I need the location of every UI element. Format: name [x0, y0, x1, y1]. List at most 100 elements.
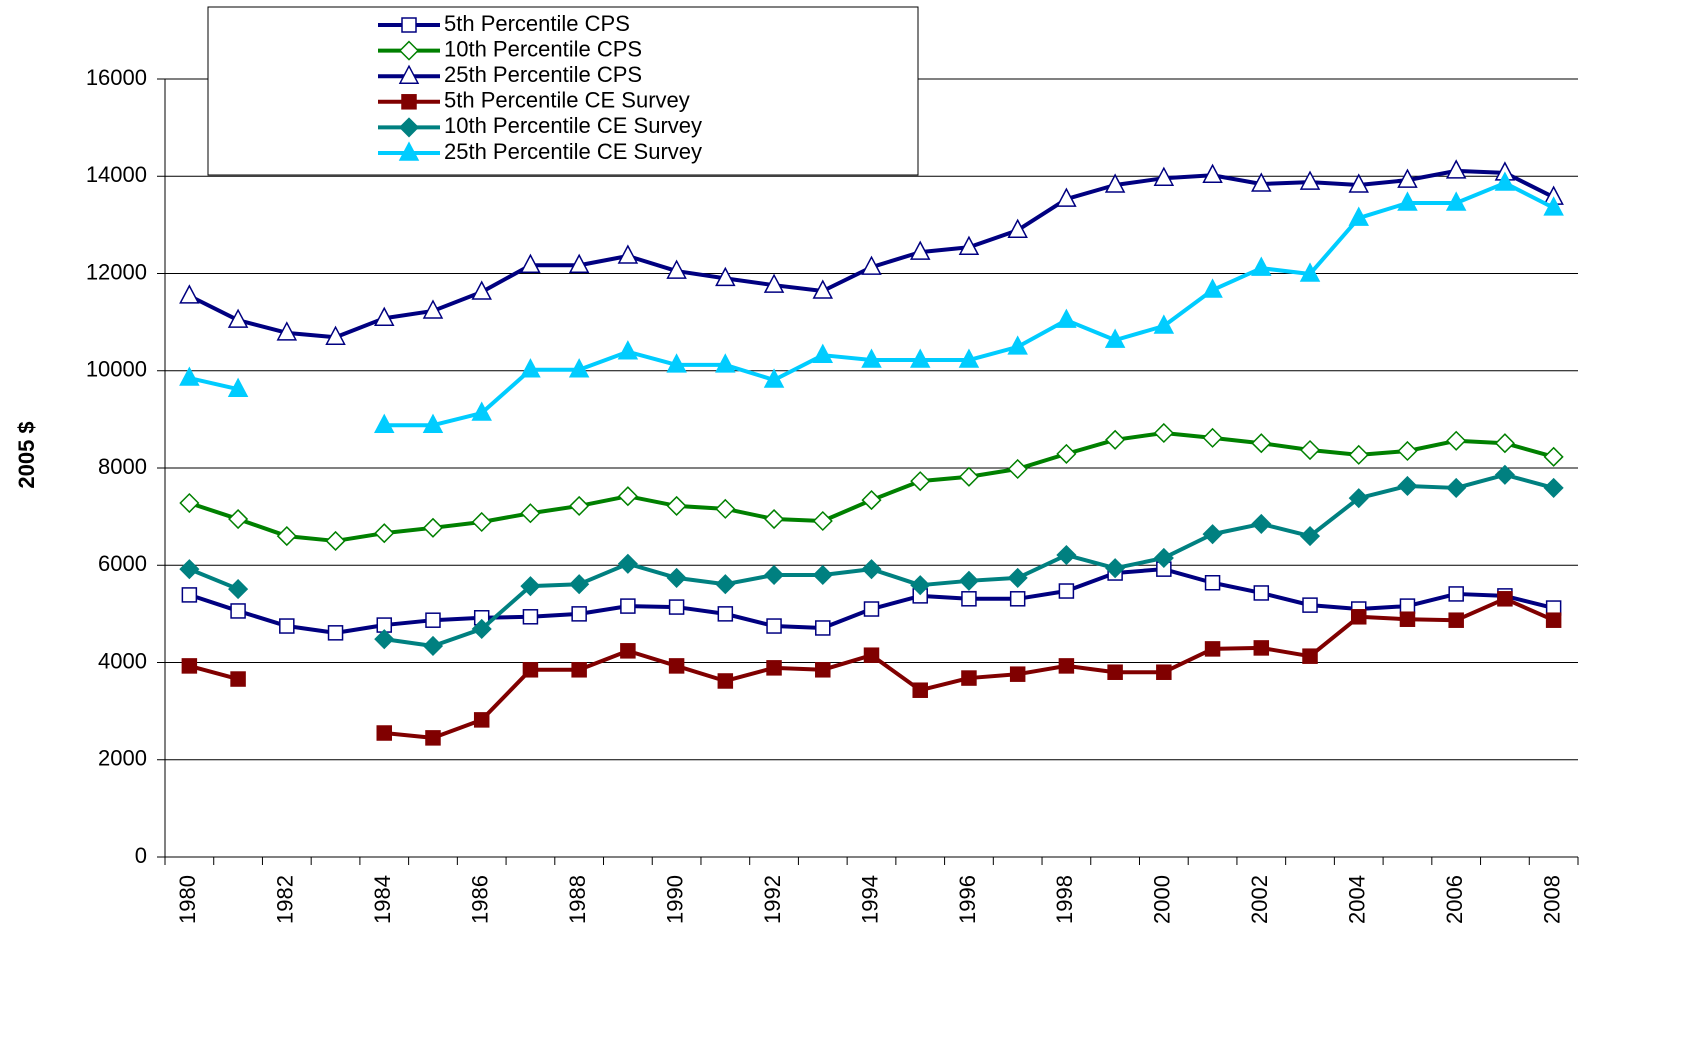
marker: [1204, 641, 1221, 657]
marker: [715, 574, 736, 595]
x-tick-label: 1990: [662, 875, 687, 924]
y-tick-label: 14000: [86, 162, 147, 187]
marker: [909, 348, 931, 368]
marker: [374, 413, 395, 433]
x-tick-label: 1988: [565, 875, 590, 924]
marker: [230, 671, 246, 687]
marker: [179, 559, 200, 580]
y-tick-label: 16000: [86, 65, 147, 90]
marker: [863, 647, 880, 663]
marker: [763, 273, 785, 293]
marker: [1397, 440, 1418, 462]
marker: [1007, 335, 1028, 355]
marker: [1494, 433, 1515, 454]
series-line: [188, 168, 1555, 340]
legend-label: 25th Percentile CE Survey: [444, 139, 702, 164]
legend-label: 5th Percentile CPS: [444, 11, 630, 36]
marker: [1497, 591, 1513, 607]
marker: [374, 629, 395, 650]
marker: [376, 725, 393, 741]
x-tick-label: 2006: [1442, 875, 1467, 924]
marker: [861, 490, 882, 511]
marker: [863, 601, 880, 617]
marker: [227, 377, 249, 397]
marker: [179, 284, 200, 304]
marker: [327, 625, 344, 641]
marker: [958, 466, 980, 487]
marker: [815, 620, 831, 636]
marker: [568, 253, 590, 273]
series-line: [188, 430, 1555, 543]
marker: [1448, 586, 1464, 602]
x-tick-label: 1992: [760, 875, 785, 924]
marker: [401, 17, 417, 33]
marker: [228, 508, 249, 530]
marker: [1299, 439, 1321, 461]
marker: [812, 564, 833, 586]
marker: [1104, 173, 1126, 193]
marker: [471, 618, 492, 640]
marker: [1348, 444, 1369, 465]
marker: [715, 498, 736, 519]
marker: [958, 570, 980, 591]
marker: [1397, 475, 1418, 497]
marker: [909, 240, 931, 260]
x-tick-label: 2002: [1247, 875, 1272, 924]
marker: [815, 662, 831, 678]
y-axis-label: 2005 $: [14, 421, 39, 488]
y-tick-label: 6000: [98, 551, 147, 576]
series-line: [188, 596, 1555, 740]
marker: [715, 353, 736, 373]
legend-label: 25th Percentile CPS: [444, 62, 642, 87]
legend-label: 5th Percentile CE Survey: [444, 88, 690, 113]
marker: [715, 266, 736, 287]
marker: [1202, 163, 1223, 184]
marker: [179, 492, 200, 514]
marker: [425, 730, 441, 746]
marker: [1543, 477, 1564, 498]
marker: [1251, 256, 1272, 276]
marker: [1105, 558, 1126, 579]
marker: [763, 564, 785, 586]
marker: [961, 670, 977, 686]
marker: [1153, 314, 1175, 334]
marker: [717, 673, 734, 689]
marker: [666, 495, 687, 516]
marker: [1445, 159, 1467, 179]
marker: [1494, 171, 1516, 191]
marker: [812, 279, 834, 299]
marker: [666, 567, 687, 588]
marker: [1397, 191, 1418, 211]
y-tick-label: 8000: [98, 454, 147, 479]
marker: [1202, 278, 1223, 298]
marker: [910, 471, 931, 492]
marker: [1058, 658, 1075, 674]
marker: [617, 553, 638, 574]
marker: [374, 523, 395, 544]
marker: [1253, 640, 1270, 656]
marker: [325, 530, 346, 551]
y-tick-label: 10000: [86, 357, 147, 382]
x-tick-label: 2000: [1150, 875, 1175, 924]
marker: [958, 348, 980, 368]
marker: [568, 358, 590, 378]
y-tick-label: 2000: [98, 746, 147, 771]
marker: [912, 682, 928, 698]
legend-label: 10th Percentile CPS: [444, 36, 642, 61]
marker: [1202, 427, 1223, 448]
marker: [1251, 433, 1272, 454]
marker: [958, 235, 980, 255]
marker: [401, 94, 417, 110]
marker: [668, 599, 685, 615]
x-tick-label: 1980: [175, 875, 200, 924]
marker: [1105, 429, 1126, 450]
marker: [763, 508, 785, 530]
marker: [374, 306, 395, 326]
marker: [763, 368, 785, 388]
marker: [471, 280, 492, 300]
marker: [473, 712, 490, 728]
marker: [471, 401, 492, 421]
x-tick-label: 2004: [1345, 875, 1370, 924]
